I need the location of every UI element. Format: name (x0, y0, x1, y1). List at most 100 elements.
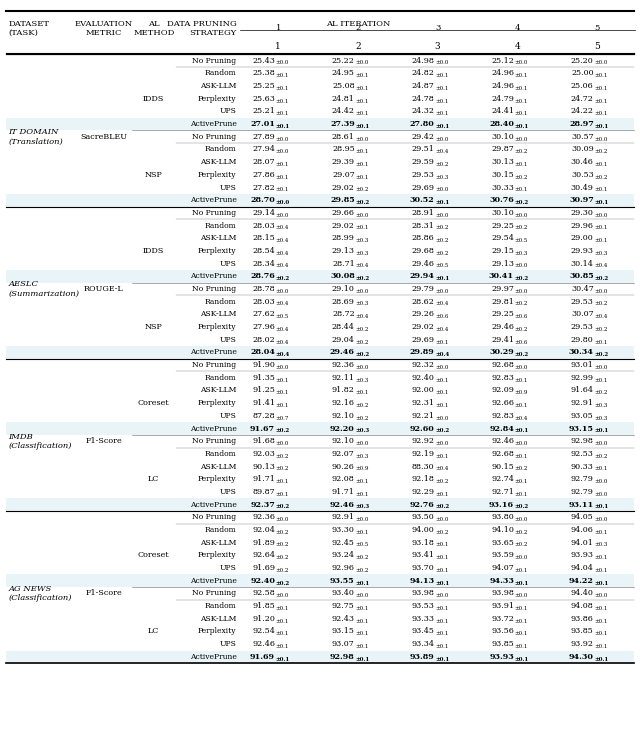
Text: 91.64: 91.64 (571, 387, 594, 394)
Text: ±0.2: ±0.2 (515, 301, 528, 307)
Text: 92.46: 92.46 (330, 501, 355, 509)
Text: ActivePrune: ActivePrune (189, 653, 237, 661)
Text: ±0.4: ±0.4 (355, 263, 369, 269)
Text: 29.00: 29.00 (571, 234, 594, 242)
Text: 91.90: 91.90 (252, 361, 275, 369)
Text: 3: 3 (435, 24, 440, 32)
Text: DATA PRUNING
STRATEGY: DATA PRUNING STRATEGY (167, 20, 237, 37)
Text: ±0.0: ±0.0 (515, 137, 528, 142)
Text: ±0.1: ±0.1 (595, 428, 609, 433)
Text: ±0.1: ±0.1 (276, 187, 289, 193)
Text: ±0.0: ±0.0 (276, 213, 289, 217)
Text: 24.22: 24.22 (571, 107, 594, 116)
Text: 30.15: 30.15 (492, 171, 514, 179)
Text: 92.46: 92.46 (491, 437, 514, 445)
Text: F1-Score: F1-Score (85, 590, 122, 597)
Text: ±0.4: ±0.4 (595, 314, 608, 319)
Text: 29.69: 29.69 (412, 183, 435, 192)
Text: 29.14: 29.14 (252, 209, 275, 217)
Text: ±0.2: ±0.2 (355, 352, 370, 357)
Text: ±0.0: ±0.0 (595, 492, 608, 497)
Text: ±0.0: ±0.0 (276, 60, 289, 66)
Text: 28.04: 28.04 (250, 349, 275, 356)
Text: ±0.1: ±0.1 (435, 542, 449, 547)
Text: ±0.0: ±0.0 (435, 187, 449, 193)
Text: No Pruning: No Pruning (193, 513, 237, 521)
Text: 30.10: 30.10 (492, 133, 514, 140)
Text: ±0.0: ±0.0 (355, 60, 369, 66)
Text: ±0.1: ±0.1 (435, 631, 449, 636)
Text: ±0.3: ±0.3 (355, 251, 369, 256)
Text: 92.83: 92.83 (491, 374, 514, 382)
Text: 93.24: 93.24 (332, 551, 355, 559)
Text: ±0.0: ±0.0 (435, 365, 449, 370)
Text: 25.06: 25.06 (571, 82, 594, 90)
Text: 25.43: 25.43 (252, 57, 275, 65)
Text: 94.01: 94.01 (571, 539, 594, 547)
Text: 29.54: 29.54 (491, 234, 514, 242)
Text: 30.47: 30.47 (571, 285, 594, 293)
Text: 25.20: 25.20 (571, 57, 594, 65)
Text: 92.79: 92.79 (571, 476, 594, 483)
Text: 29.79: 29.79 (412, 285, 435, 293)
Text: 5: 5 (594, 42, 600, 51)
Text: ±0.1: ±0.1 (515, 454, 528, 459)
Text: ±0.1: ±0.1 (515, 644, 528, 649)
Text: 92.18: 92.18 (412, 476, 435, 483)
Text: ±0.0: ±0.0 (435, 441, 449, 446)
Text: 92.04: 92.04 (252, 526, 275, 534)
Text: 29.68: 29.68 (412, 247, 435, 255)
Text: 24.41: 24.41 (491, 107, 514, 116)
Text: 28.03: 28.03 (252, 222, 275, 230)
Text: ±0.1: ±0.1 (355, 492, 369, 497)
Text: 90.15: 90.15 (492, 463, 514, 470)
Text: ±0.1: ±0.1 (435, 581, 449, 586)
Text: ±0.2: ±0.2 (276, 428, 290, 433)
Text: 3: 3 (435, 42, 440, 51)
Text: 92.71: 92.71 (491, 488, 514, 496)
Text: ±0.1: ±0.1 (515, 492, 528, 497)
Text: ±0.1: ±0.1 (515, 568, 528, 573)
Text: ±0.1: ±0.1 (515, 403, 528, 408)
Text: 30.97: 30.97 (569, 196, 594, 204)
Text: 25.12: 25.12 (491, 57, 514, 65)
Text: 28.62: 28.62 (412, 297, 435, 306)
Text: 25.22: 25.22 (332, 57, 355, 65)
Text: ±0.0: ±0.0 (595, 213, 608, 217)
Text: 93.65: 93.65 (491, 539, 514, 547)
Text: 30.49: 30.49 (571, 183, 594, 192)
Text: ±0.1: ±0.1 (595, 568, 608, 573)
Text: ±0.2: ±0.2 (276, 530, 289, 535)
Text: ActivePrune: ActivePrune (189, 577, 237, 584)
Text: AL
METHOD: AL METHOD (133, 20, 175, 37)
Text: ±0.2: ±0.2 (515, 467, 528, 471)
Text: 93.98: 93.98 (412, 590, 435, 597)
Text: UPS: UPS (220, 640, 237, 648)
Text: ±0.3: ±0.3 (355, 428, 369, 433)
Text: 27.86: 27.86 (252, 171, 275, 179)
Text: ActivePrune: ActivePrune (189, 501, 237, 509)
Text: 92.08: 92.08 (332, 476, 355, 483)
Text: ±0.1: ±0.1 (515, 581, 529, 586)
Text: 27.94: 27.94 (252, 146, 275, 153)
Text: ±0.5: ±0.5 (515, 238, 528, 243)
Text: ±0.3: ±0.3 (355, 504, 369, 510)
Text: ±0.0: ±0.0 (276, 137, 289, 142)
Text: 93.01: 93.01 (571, 361, 594, 369)
Text: Random: Random (205, 69, 237, 77)
Text: ±0.9: ±0.9 (515, 390, 528, 396)
Text: 29.51: 29.51 (412, 146, 435, 153)
Text: ASK-LLM: ASK-LLM (200, 82, 237, 90)
Text: 24.79: 24.79 (491, 95, 514, 103)
Text: 29.81: 29.81 (491, 297, 514, 306)
Text: ±0.1: ±0.1 (435, 340, 449, 344)
Text: 93.55: 93.55 (330, 577, 355, 584)
Text: ±0.1: ±0.1 (435, 618, 449, 624)
Text: 29.89: 29.89 (410, 349, 435, 356)
Text: 28.86: 28.86 (412, 234, 435, 242)
Text: 28.15: 28.15 (252, 234, 275, 242)
Text: AG NEWS
(Classification): AG NEWS (Classification) (8, 585, 72, 602)
Text: AL ITERATION: AL ITERATION (326, 20, 390, 29)
Text: 28.78: 28.78 (252, 285, 275, 293)
Text: 29.15: 29.15 (491, 247, 514, 255)
